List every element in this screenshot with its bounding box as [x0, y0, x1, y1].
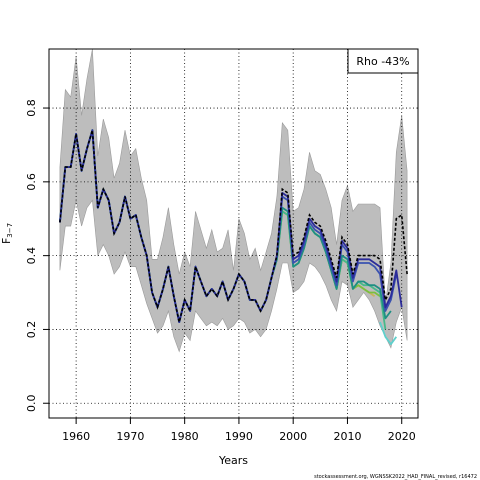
x-tick-label: 2000 — [279, 430, 307, 443]
legend-label: Rho -43% — [356, 55, 409, 68]
series-line-peel — [59, 129, 403, 324]
y-tick-label: 0.8 — [25, 99, 38, 117]
y-tick-label: 0.2 — [25, 321, 38, 339]
x-tick-label: 2010 — [333, 430, 361, 443]
x-tick-label: 1980 — [171, 430, 199, 443]
x-tick-label: 1960 — [62, 430, 90, 443]
series-line-main — [59, 129, 408, 323]
y-tick-label: 0.0 — [25, 394, 38, 412]
confidence-band-layer — [59, 48, 408, 353]
y-tick-label: 0.6 — [25, 173, 38, 191]
footnote-text: stockassessment.org, WGNSSK2022_HAD_FINA… — [314, 474, 477, 480]
x-tick-label: 1990 — [225, 430, 253, 443]
x-tick-label: 2020 — [388, 430, 416, 443]
x-tick-label: 1970 — [116, 430, 144, 443]
y-axis-label-main: F — [0, 238, 13, 244]
axis-layer: 1960 1970 1980 1990 2000 2010 2020 0.0 0.2 0.4 0.6… — [25, 99, 416, 443]
plot-frame — [48, 48, 419, 419]
confidence-band — [59, 48, 408, 353]
x-axis-label: Years — [218, 454, 248, 467]
y-axis-label-subscript: 3−7 — [6, 223, 14, 238]
legend-frame — [347, 48, 419, 74]
series-layer — [59, 129, 408, 346]
y-axis-label: F3−7 — [0, 223, 14, 244]
series-line-peel — [379, 321, 398, 346]
y-tick-label: 0.4 — [25, 247, 38, 265]
legend-box: Rho -43% — [347, 48, 419, 74]
